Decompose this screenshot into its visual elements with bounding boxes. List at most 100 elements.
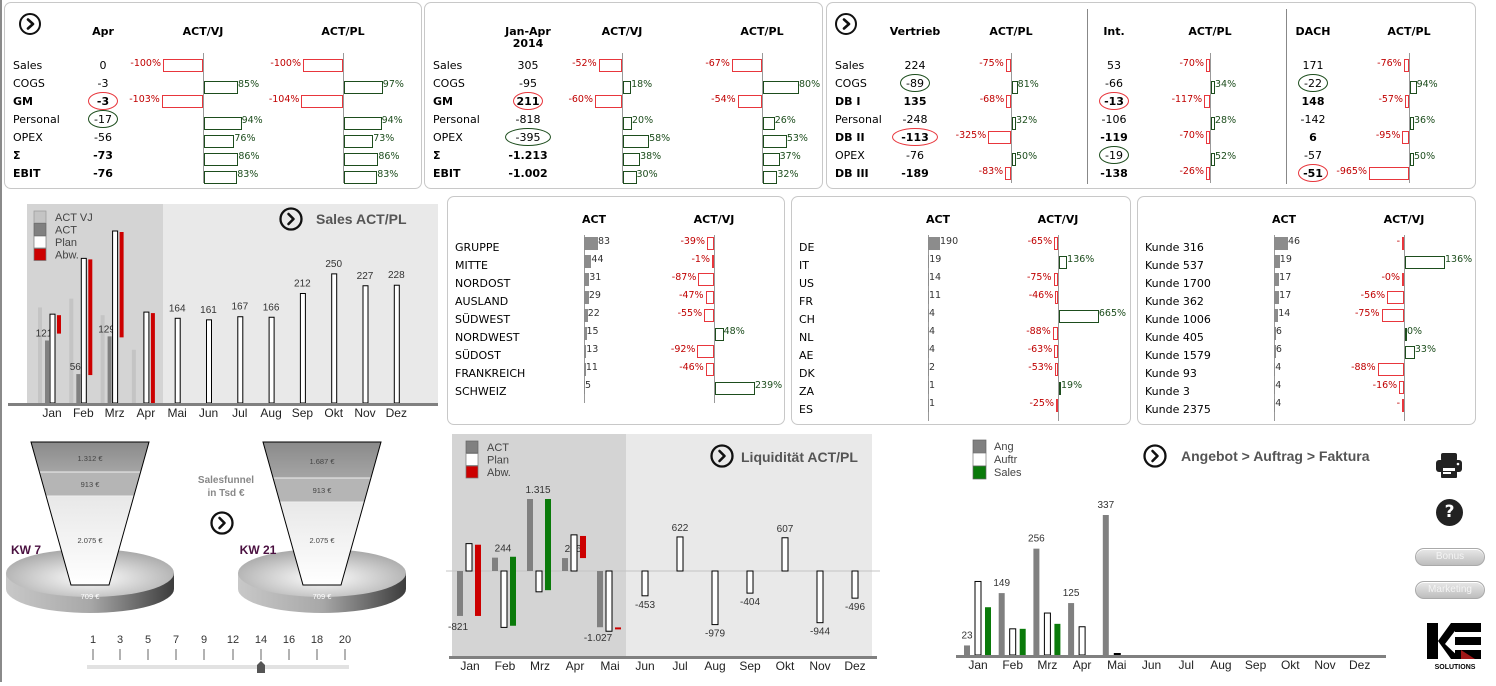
variance-bar-negative xyxy=(705,291,714,304)
act-bar xyxy=(928,345,929,358)
variance-bar-negative xyxy=(1369,167,1409,180)
variance-bar-positive xyxy=(763,81,799,94)
bonus-button[interactable]: Bonus xyxy=(1415,548,1485,566)
bar-plan xyxy=(237,316,244,404)
legend-label: ACT VJ xyxy=(55,212,93,224)
bar-plan xyxy=(781,537,789,572)
variance-percent: 38% xyxy=(640,151,662,162)
bar-plan xyxy=(206,319,212,404)
act-value: 17 xyxy=(1279,290,1292,301)
pipeline-arrow-button[interactable] xyxy=(1143,444,1167,468)
variance-percent: -60% xyxy=(568,94,593,105)
bar-deviation xyxy=(475,544,481,616)
variance-bar-negative xyxy=(1402,237,1404,250)
row-label: OPEX xyxy=(835,149,865,162)
bar-act-vj xyxy=(100,315,105,403)
variance-bar-negative xyxy=(1005,59,1011,72)
act-bar xyxy=(928,363,929,376)
sales-arrow-button[interactable] xyxy=(279,207,303,231)
slider-tick-label: 3 xyxy=(117,634,123,646)
legend-swatch xyxy=(33,223,47,236)
bar-plan xyxy=(465,543,473,572)
print-icon[interactable] xyxy=(1434,452,1464,480)
variance-bar-positive xyxy=(1012,81,1018,94)
variance-bar-negative xyxy=(697,345,714,358)
window-left-border xyxy=(0,0,2,682)
x-tick-label: Jun xyxy=(199,406,218,420)
variance-bar-positive xyxy=(204,81,238,94)
marketing-button[interactable]: Marketing xyxy=(1415,581,1485,599)
x-tick-label: Mai xyxy=(600,659,619,673)
bar-plan xyxy=(174,317,181,404)
bar-value-label: 256 xyxy=(1028,534,1045,545)
variance-bar-negative xyxy=(731,59,762,72)
act-bar xyxy=(584,273,590,286)
act-value: 11 xyxy=(585,362,598,373)
funnel-kw21[interactable]: 1.687 € 913 € 2.075 € 709 € KW 21 xyxy=(238,441,406,613)
variance-bar-positive xyxy=(763,135,787,148)
variance-bar-positive xyxy=(763,117,775,130)
bar-deviation xyxy=(88,259,93,376)
list-item-label: CH xyxy=(799,313,815,326)
segment-value: 224 xyxy=(904,59,926,72)
slider-tick-label: 16 xyxy=(283,634,295,646)
bar-sales xyxy=(985,607,991,655)
slider-tick-label: 14 xyxy=(255,634,267,646)
variance-bar-negative xyxy=(706,237,714,250)
act-bar xyxy=(928,273,929,286)
week-slider-track[interactable] xyxy=(87,665,349,669)
bar-plan xyxy=(746,570,754,594)
act-value: 14 xyxy=(929,272,942,283)
x-tick-label: Nov xyxy=(1314,658,1335,672)
x-tick-label: Mai xyxy=(1107,658,1126,672)
variance-percent: -46% xyxy=(1028,290,1054,301)
negative-highlight-oval xyxy=(88,92,118,110)
bar-deviation xyxy=(150,313,155,404)
bar-value-label: -1.027 xyxy=(584,633,613,644)
variance-bar-positive xyxy=(1211,117,1215,130)
column-header-act: ACT xyxy=(925,213,951,226)
act-bar xyxy=(1274,381,1276,394)
funnel-kw7[interactable]: 1.312 € 913 € 2.075 € 709 € KW 7 xyxy=(6,441,174,613)
row-label: Sales xyxy=(13,59,43,72)
act-value: 29 xyxy=(588,290,601,301)
variance-percent: -104% xyxy=(268,94,300,105)
week-slider-thumb[interactable] xyxy=(257,661,265,673)
funnel-arrow-button[interactable] xyxy=(210,511,234,535)
act-value: 13 xyxy=(586,344,599,355)
x-tick-label: Dez xyxy=(1349,658,1370,672)
list-item-label: ZA xyxy=(799,385,815,398)
act-value: 83 xyxy=(598,236,611,247)
x-tick-label: Jul xyxy=(232,406,247,420)
positive-highlight-oval xyxy=(88,110,118,128)
liquidity-arrow-button[interactable] xyxy=(710,444,734,468)
segment-header: DACH xyxy=(1295,25,1331,38)
variance-bar-positive xyxy=(204,135,235,148)
variance-percent: 136% xyxy=(1067,254,1095,265)
x-axis-line xyxy=(8,403,438,406)
column-header-period: Jan-Apr xyxy=(505,25,551,38)
variance-percent: -75% xyxy=(1354,308,1380,319)
chart-title: Liquidität ACT/PL xyxy=(741,449,858,465)
legend-label: Auftr xyxy=(994,454,1018,466)
column-header-act: ACT xyxy=(581,213,607,226)
navigate-arrow-button[interactable] xyxy=(19,13,41,35)
act-value: 4 xyxy=(1275,398,1282,409)
variance-bar-positive xyxy=(1405,346,1415,359)
navigate-arrow-button[interactable] xyxy=(835,13,857,35)
bar-plan xyxy=(570,534,578,572)
variance-bar-negative xyxy=(1204,95,1210,108)
variance-bar-negative xyxy=(1206,167,1210,180)
act-bar xyxy=(584,363,586,376)
variance-bar-positive xyxy=(1059,382,1061,395)
variance-bar-positive xyxy=(344,135,374,148)
bar-value-label: -404 xyxy=(740,597,760,608)
bar-value-label: 166 xyxy=(263,302,280,313)
help-icon[interactable]: ? xyxy=(1436,499,1463,526)
funnel-base-value: 709 € xyxy=(81,592,101,601)
row-label: EBIT xyxy=(13,167,41,180)
act-bar xyxy=(584,237,598,250)
variance-percent: 50% xyxy=(1016,151,1038,162)
funnel-stage-value: 2.075 € xyxy=(309,536,335,545)
